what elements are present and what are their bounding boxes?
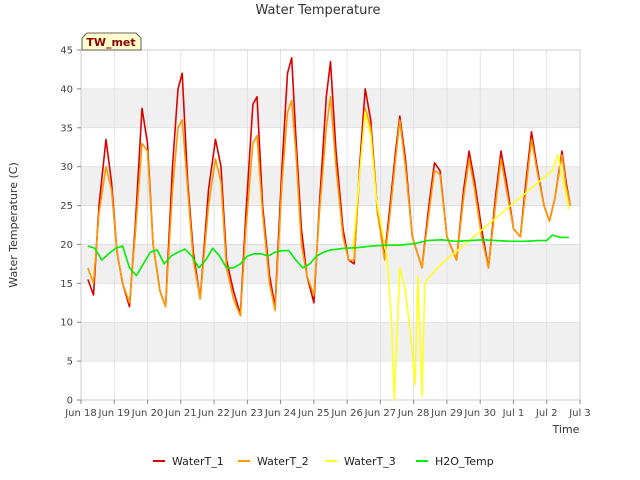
- x-tick-label: Jun 24: [264, 408, 297, 419]
- site-label-text: TW_met: [86, 36, 135, 49]
- x-axis-ticks: Jun 18 Jun 19 Jun 20 Jun 21 Jun 22 Jun 23 Jun …: [64, 400, 591, 419]
- x-tick-label: Jun 25: [297, 408, 330, 419]
- legend: WaterT_1 WaterT_2 WaterT_3 H2O_Temp: [153, 455, 494, 468]
- y-tick-label: 40: [60, 84, 73, 95]
- plot-frame: [80, 49, 581, 401]
- y-tick-label: 0: [67, 396, 73, 407]
- plot-band: [81, 361, 580, 400]
- chart-title: Water Temperature: [256, 3, 381, 18]
- y-tick-label: 5: [67, 357, 73, 368]
- y-axis-ticks: 0 5 10 15 20 25 30 35 40 45: [60, 46, 81, 407]
- series-line-h2o-temp: [87, 234, 569, 277]
- x-tick-label: Jul 1: [502, 408, 525, 419]
- legend-label: WaterT_2: [257, 455, 309, 468]
- plot-band: [81, 205, 580, 245]
- plot-band: [81, 283, 580, 323]
- y-tick-label: 15: [60, 279, 73, 290]
- x-tick-label: Jun 20: [131, 408, 164, 419]
- legend-label: WaterT_1: [172, 455, 224, 468]
- x-tick-label: Jun 22: [197, 408, 230, 419]
- x-tick-label: Jun 21: [164, 408, 197, 419]
- x-tick-label: Jun 19: [98, 408, 131, 419]
- series-line-watert-3: [351, 111, 570, 401]
- site-label-box: TW_met: [81, 32, 142, 51]
- x-tick-label: Jun 28: [397, 408, 430, 419]
- x-tick-label: Jul 3: [568, 408, 591, 419]
- y-tick-label: 20: [60, 240, 73, 251]
- y-tick-label: 30: [60, 162, 73, 173]
- x-tick-label: Jun 30: [463, 408, 496, 419]
- plot-band: [81, 322, 580, 362]
- x-tick-label: Jun 29: [430, 408, 463, 419]
- y-tick-label: 25: [60, 201, 73, 212]
- x-tick-label: Jun 27: [364, 408, 397, 419]
- y-tick-label: 35: [60, 123, 73, 134]
- plot-band: [81, 88, 580, 128]
- x-tick-label: Jun 18: [64, 408, 97, 419]
- x-axis-title: Time: [552, 423, 580, 436]
- legend-label: H2O_Temp: [435, 455, 494, 468]
- y-tick-label: 10: [60, 318, 73, 329]
- x-tick-label: Jun 26: [330, 408, 363, 419]
- plot-band: [81, 127, 580, 167]
- series-lines: [87, 57, 572, 401]
- y-tick-label: 45: [60, 46, 73, 57]
- x-tick-label: Jun 23: [231, 408, 264, 419]
- site-label-badge: [81, 32, 142, 51]
- x-tick-label: Jul 2: [535, 408, 558, 419]
- y-axis-title: Water Temperature (C): [7, 162, 20, 287]
- series-line-watert-2: [87, 95, 572, 317]
- legend-label: WaterT_3: [344, 455, 396, 468]
